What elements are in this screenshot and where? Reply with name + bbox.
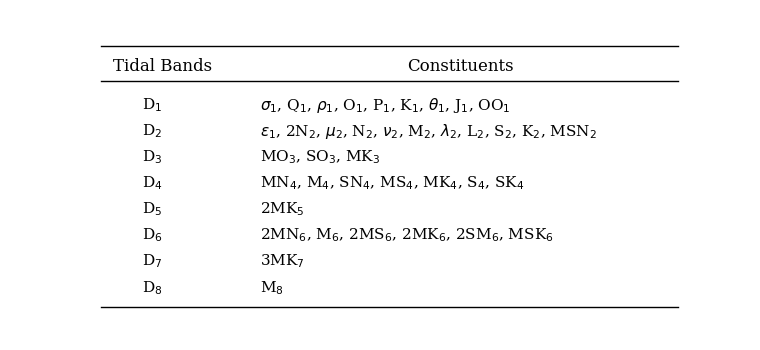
Text: D$_4$: D$_4$ <box>142 174 163 192</box>
Text: D$_1$: D$_1$ <box>142 96 162 114</box>
Text: Constituents: Constituents <box>407 58 514 75</box>
Text: Tidal Bands: Tidal Bands <box>112 58 212 75</box>
Text: M$_8$: M$_8$ <box>260 279 283 296</box>
Text: D$_3$: D$_3$ <box>142 148 163 166</box>
Text: D$_2$: D$_2$ <box>142 122 162 140</box>
Text: D$_5$: D$_5$ <box>142 201 162 218</box>
Text: D$_8$: D$_8$ <box>142 279 163 296</box>
Text: D$_6$: D$_6$ <box>142 226 163 244</box>
Text: 3MK$_7$: 3MK$_7$ <box>260 253 305 271</box>
Text: $\varepsilon_1$, 2N$_2$, $\mu_2$, N$_2$, $\nu_2$, M$_2$, $\lambda_2$, L$_2$, S$_: $\varepsilon_1$, 2N$_2$, $\mu_2$, N$_2$,… <box>260 122 597 141</box>
Text: D$_7$: D$_7$ <box>142 253 163 271</box>
Text: MN$_4$, M$_4$, SN$_4$, MS$_4$, MK$_4$, S$_4$, SK$_4$: MN$_4$, M$_4$, SN$_4$, MS$_4$, MK$_4$, S… <box>260 174 524 192</box>
Text: 2MN$_6$, M$_6$, 2MS$_6$, 2MK$_6$, 2SM$_6$, MSK$_6$: 2MN$_6$, M$_6$, 2MS$_6$, 2MK$_6$, 2SM$_6… <box>260 226 553 244</box>
Text: $\sigma_1$, Q$_1$, $\rho_1$, O$_1$, P$_1$, K$_1$, $\theta_1$, J$_1$, OO$_1$: $\sigma_1$, Q$_1$, $\rho_1$, O$_1$, P$_1… <box>260 96 511 115</box>
Text: 2MK$_5$: 2MK$_5$ <box>260 201 305 218</box>
Text: MO$_3$, SO$_3$, MK$_3$: MO$_3$, SO$_3$, MK$_3$ <box>260 148 380 166</box>
